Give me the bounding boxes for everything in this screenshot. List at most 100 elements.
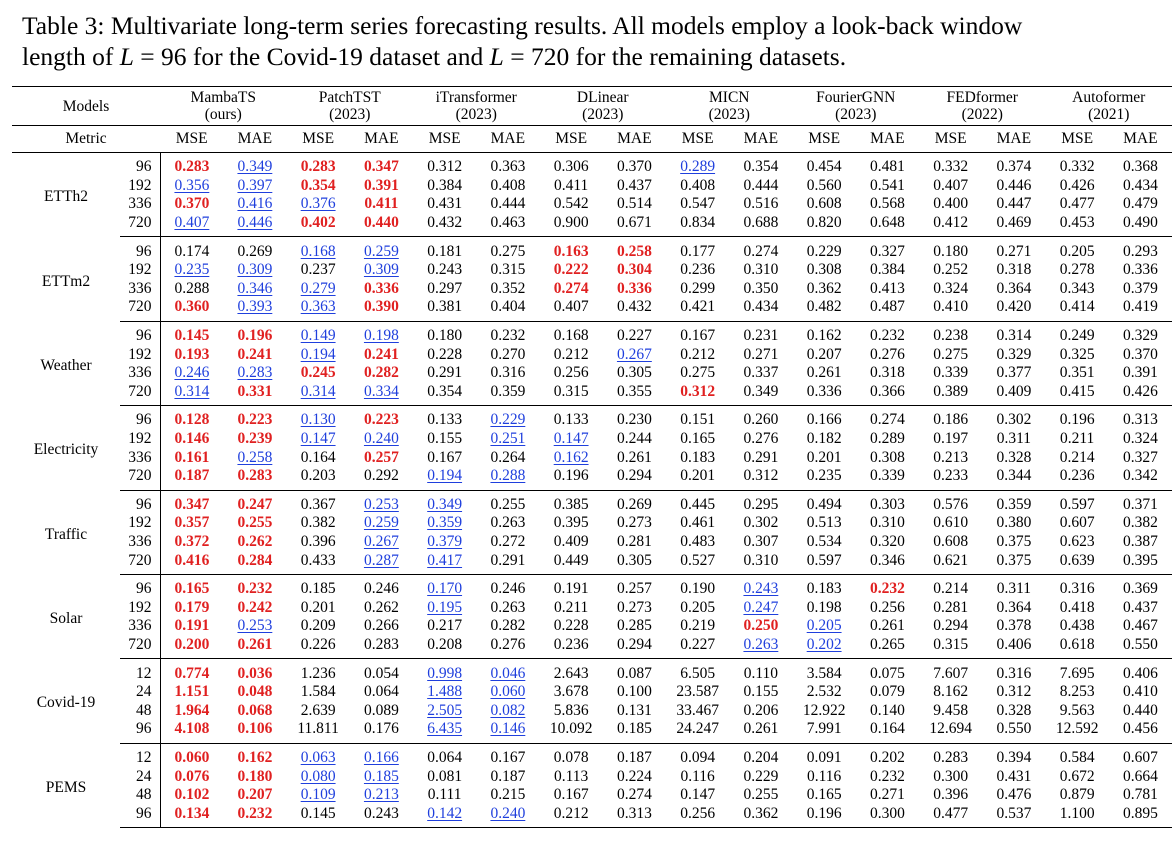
metric-value: 0.320: [869, 532, 905, 550]
metric-value: 0.264: [490, 448, 526, 466]
metric-value: 0.303: [869, 495, 905, 513]
second-best-value: 0.349: [237, 158, 273, 176]
metric-cell: 0.390: [349, 298, 413, 322]
metric-cell: 0.344: [982, 466, 1046, 491]
metric-value: 0.308: [806, 261, 842, 279]
metric-cell: 0.164: [287, 448, 350, 467]
second-best-value: 0.060: [490, 683, 526, 701]
metric-cell: 0.236: [1045, 466, 1109, 491]
metric-cell: 0.145: [286, 804, 350, 829]
metric-cell: 0.076: [160, 767, 223, 786]
metric-cell: 0.113: [540, 767, 603, 786]
metric-value: 0.307: [743, 532, 779, 550]
metric-cell: 0.231: [729, 321, 792, 345]
metric-value: 0.087: [616, 664, 652, 682]
header-row-metric: Metric MSE MAE MSE MAE MSE MAE MSE MAE MSE MAE MSE…: [12, 125, 1172, 153]
metric-cell: 2.532: [793, 683, 856, 702]
table-row: 336 0.370 0.416 0.376 0.411 0.431 0.444 0.542 0.…: [12, 195, 1172, 214]
metric-cell: 0.327: [1109, 448, 1172, 467]
metric-value: 0.278: [1059, 261, 1095, 279]
metric-value: 0.396: [933, 786, 969, 804]
metric-value: 0.350: [743, 279, 779, 297]
metric-value: 0.229: [743, 767, 779, 785]
metric-cell: 0.196: [539, 466, 603, 491]
second-best-value: 0.356: [174, 176, 210, 194]
metric-cell: 0.145: [160, 321, 223, 345]
prediction-length: 336: [120, 617, 161, 636]
metric-cell: 0.648: [855, 213, 919, 238]
metric-cell: 0.164: [855, 720, 919, 744]
metric-cell: 0.447: [982, 195, 1045, 214]
metric-value: 0.244: [616, 430, 652, 448]
metric-cell: 0.304: [603, 261, 666, 280]
caption-text: length of: [22, 42, 120, 71]
metric-value: 0.289: [869, 430, 905, 448]
metric-cell: 0.312: [729, 466, 793, 491]
metric-value: 0.206: [743, 701, 779, 719]
caption-text: = 720 for the remaining datasets.: [503, 42, 847, 71]
metric-value: 0.445: [680, 495, 716, 513]
best-value: 0.191: [174, 617, 210, 635]
metric-cell: 0.116: [793, 767, 856, 786]
metric-cell: 0.998: [413, 659, 476, 683]
metric-cell: 0.560: [793, 177, 856, 196]
metric-value: 0.315: [490, 261, 526, 279]
metric-value: 0.550: [996, 720, 1032, 738]
metric-value: 0.191: [553, 580, 589, 598]
metric-value: 0.180: [933, 242, 969, 260]
metric-cell: 0.347: [350, 153, 413, 177]
metric-cell: 0.206: [729, 701, 792, 720]
header-row-models: Models MambaTS (ours) PatchTST (2023) iTrans…: [12, 86, 1172, 126]
second-best-value: 0.309: [237, 261, 273, 279]
model-header: MambaTS (ours): [160, 86, 287, 126]
metric-value: 2.532: [806, 683, 842, 701]
metric-cell: 3.678: [540, 683, 603, 702]
metric-cell: 0.078: [540, 743, 603, 767]
second-best-value: 0.243: [743, 580, 779, 598]
second-best-value: 0.147: [553, 430, 589, 448]
metric-value: 0.568: [869, 195, 905, 213]
metric-value: 0.395: [1122, 551, 1158, 569]
metric-cell: 0.212: [539, 804, 603, 829]
metric-cell: 0.262: [223, 533, 286, 552]
metric-value: 0.370: [1122, 345, 1158, 363]
metric-cell: 0.331: [223, 382, 287, 407]
metric-value: 1.236: [300, 664, 336, 682]
metric-cell: 0.142: [413, 804, 477, 829]
mae-header: MAE: [476, 125, 540, 153]
metric-cell: 0.294: [919, 617, 982, 636]
metric-cell: 0.311: [982, 430, 1045, 449]
metric-value: 0.196: [553, 467, 589, 485]
metric-cell: 0.134: [160, 804, 224, 829]
metric-cell: 0.211: [540, 598, 603, 617]
table-row: Electricity 96 0.128 0.223 0.130 0.223 0.133 0.…: [12, 405, 1172, 458]
metric-cell: 0.308: [856, 448, 919, 467]
model-year: (2023): [455, 106, 497, 123]
mse-header: MSE: [792, 125, 856, 153]
table-row: 336 0.246 0.283 0.245 0.282 0.291 0.316 0.256 0.…: [12, 363, 1172, 383]
metric-cell: 0.774: [160, 659, 223, 683]
best-value: 0.283: [237, 467, 273, 485]
metric-value: 0.215: [490, 786, 526, 804]
metric-value: 0.075: [869, 664, 905, 682]
best-value: 0.180: [237, 767, 273, 785]
metric-value: 9.563: [1059, 701, 1095, 719]
metric-value: 0.255: [490, 495, 526, 513]
metric-cell: 0.343: [1046, 280, 1109, 299]
metric-cell: 0.302: [982, 406, 1045, 430]
metric-value: 0.584: [1059, 748, 1095, 766]
second-best-value: 0.314: [300, 382, 336, 400]
metric-cell: 0.182: [793, 430, 856, 449]
caption-line-2: length of L = 96 for the Covid-19 datase…: [22, 41, 1172, 72]
metric-value: 0.211: [553, 598, 589, 616]
metric-cell: 0.349: [223, 153, 286, 177]
metric-cell: 0.146: [160, 430, 223, 449]
metric-cell: 0.394: [982, 743, 1045, 767]
metric-cell: 0.295: [729, 490, 792, 514]
metric-cell: 0.208: [413, 635, 477, 660]
metric-value: 0.437: [1122, 598, 1158, 616]
metric-cell: 0.385: [540, 490, 603, 514]
metric-value: 0.363: [490, 158, 526, 176]
metric-cell: 0.276: [729, 430, 792, 449]
metric-cell: 0.381: [413, 298, 477, 322]
